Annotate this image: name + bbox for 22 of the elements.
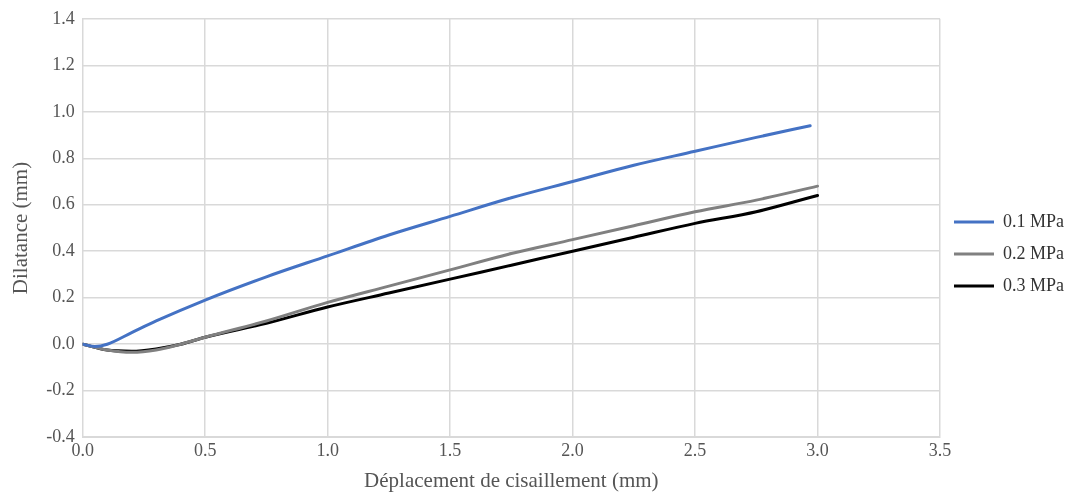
x-tick-label: 1.0 (316, 439, 339, 460)
legend-label: 0.3 MPa (1003, 274, 1065, 295)
y-tick-label: 0.2 (52, 286, 75, 307)
y-axis-title: Dilatance (mm) (8, 161, 33, 295)
legend-label: 0.2 MPa (1003, 242, 1065, 263)
y-tick-label: 0.8 (52, 147, 75, 167)
y-tick-label: 1.4 (52, 7, 75, 28)
y-tick-label: 0.0 (52, 332, 75, 353)
x-axis-title: Déplacement de cisaillement (mm) (364, 467, 659, 492)
x-tick-label: 3.0 (806, 439, 829, 460)
x-tick-label: 2.5 (683, 439, 707, 460)
line-series (82, 124, 812, 349)
legend-label: 0.1 MPa (1003, 210, 1065, 231)
x-tick-label: 1.5 (438, 439, 462, 460)
x-tick-label: 0.5 (193, 439, 217, 460)
y-tick-label: 1.0 (52, 100, 75, 121)
x-tick-label: 3.5 (928, 439, 952, 460)
x-tick-label: 2.0 (561, 439, 584, 460)
y-tick-label: 0.4 (52, 239, 75, 260)
y-tick-label: 0.6 (52, 193, 75, 214)
y-tick-label: 1.2 (52, 54, 75, 75)
y-tick-label: -0.2 (46, 379, 75, 400)
